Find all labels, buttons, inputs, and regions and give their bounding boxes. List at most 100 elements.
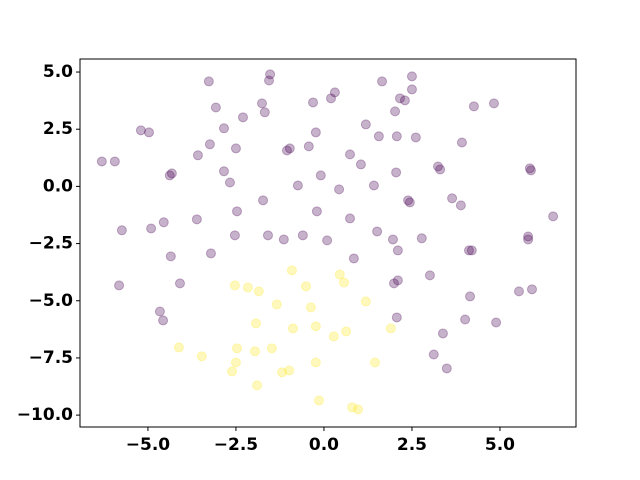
point: [230, 357, 241, 368]
point: [347, 402, 358, 413]
point: [300, 281, 311, 292]
point: [548, 211, 559, 222]
point: [322, 235, 333, 246]
y-tick-label: 5.0: [43, 62, 73, 82]
point: [390, 106, 401, 117]
point: [403, 195, 414, 206]
point: [310, 321, 321, 332]
point: [441, 363, 452, 374]
point: [165, 251, 176, 262]
point: [437, 328, 448, 339]
point: [465, 291, 476, 302]
point: [164, 170, 175, 181]
point: [391, 312, 402, 323]
point: [314, 395, 325, 406]
point: [424, 270, 435, 281]
point: [224, 177, 235, 188]
point: [348, 253, 359, 264]
y-tick-label: −2.5: [29, 234, 73, 254]
point: [262, 230, 273, 241]
point: [455, 200, 466, 211]
x-tick-label: −5.0: [126, 435, 171, 455]
point: [303, 141, 314, 152]
point: [174, 278, 185, 289]
point: [154, 306, 165, 317]
point: [266, 343, 277, 354]
y-tick-label: −10.0: [17, 405, 73, 425]
point: [391, 131, 402, 142]
point: [392, 275, 403, 286]
point: [251, 318, 262, 329]
point: [310, 127, 321, 138]
point: [385, 323, 396, 334]
point: [513, 286, 524, 297]
point: [143, 127, 154, 138]
point: [328, 331, 339, 342]
point: [253, 286, 264, 297]
point: [116, 225, 127, 236]
point: [435, 164, 446, 175]
point: [377, 76, 388, 87]
point: [399, 95, 410, 106]
point: [341, 326, 352, 337]
plot-frame: [79, 58, 577, 428]
point: [230, 143, 241, 154]
point: [232, 206, 243, 217]
point: [447, 193, 458, 204]
point: [204, 139, 215, 150]
point: [463, 245, 474, 256]
point: [286, 265, 297, 276]
point: [392, 245, 403, 256]
point: [305, 302, 316, 313]
point: [158, 217, 169, 228]
x-tick-label: 0.0: [309, 435, 339, 455]
y-tick-label: −5.0: [29, 291, 74, 311]
point: [368, 180, 379, 191]
point: [229, 230, 240, 241]
point: [387, 234, 398, 245]
x-tick-label: 2.5: [397, 435, 427, 455]
point: [406, 71, 417, 82]
point: [256, 98, 267, 109]
point: [227, 366, 238, 377]
point: [114, 280, 125, 291]
point: [196, 351, 207, 362]
point: [345, 213, 356, 224]
point: [523, 234, 534, 245]
point: [325, 93, 336, 104]
point: [292, 180, 303, 191]
point: [277, 367, 288, 378]
point: [310, 357, 321, 368]
point: [394, 93, 405, 104]
x-tick-label: −2.5: [214, 435, 258, 455]
point: [404, 197, 415, 208]
point: [259, 107, 270, 118]
point: [205, 248, 216, 259]
y-tick-label: −7.5: [29, 348, 73, 368]
point: [468, 101, 479, 112]
point: [389, 278, 400, 289]
point: [203, 76, 214, 87]
point: [488, 98, 499, 109]
point: [191, 214, 202, 225]
point: [242, 282, 253, 293]
point: [360, 296, 371, 307]
point: [360, 119, 371, 130]
point: [523, 231, 534, 242]
point: [173, 342, 184, 353]
point: [466, 245, 477, 256]
point: [158, 315, 169, 326]
point: [210, 102, 221, 113]
point: [278, 234, 289, 245]
point: [525, 165, 536, 176]
point: [166, 168, 177, 179]
point: [249, 346, 260, 357]
point: [433, 161, 444, 172]
point: [372, 226, 383, 237]
point: [334, 184, 345, 195]
y-tick-label: 2.5: [43, 119, 73, 139]
point: [406, 84, 417, 95]
point: [315, 170, 326, 181]
point: [339, 277, 350, 288]
point: [391, 167, 402, 178]
